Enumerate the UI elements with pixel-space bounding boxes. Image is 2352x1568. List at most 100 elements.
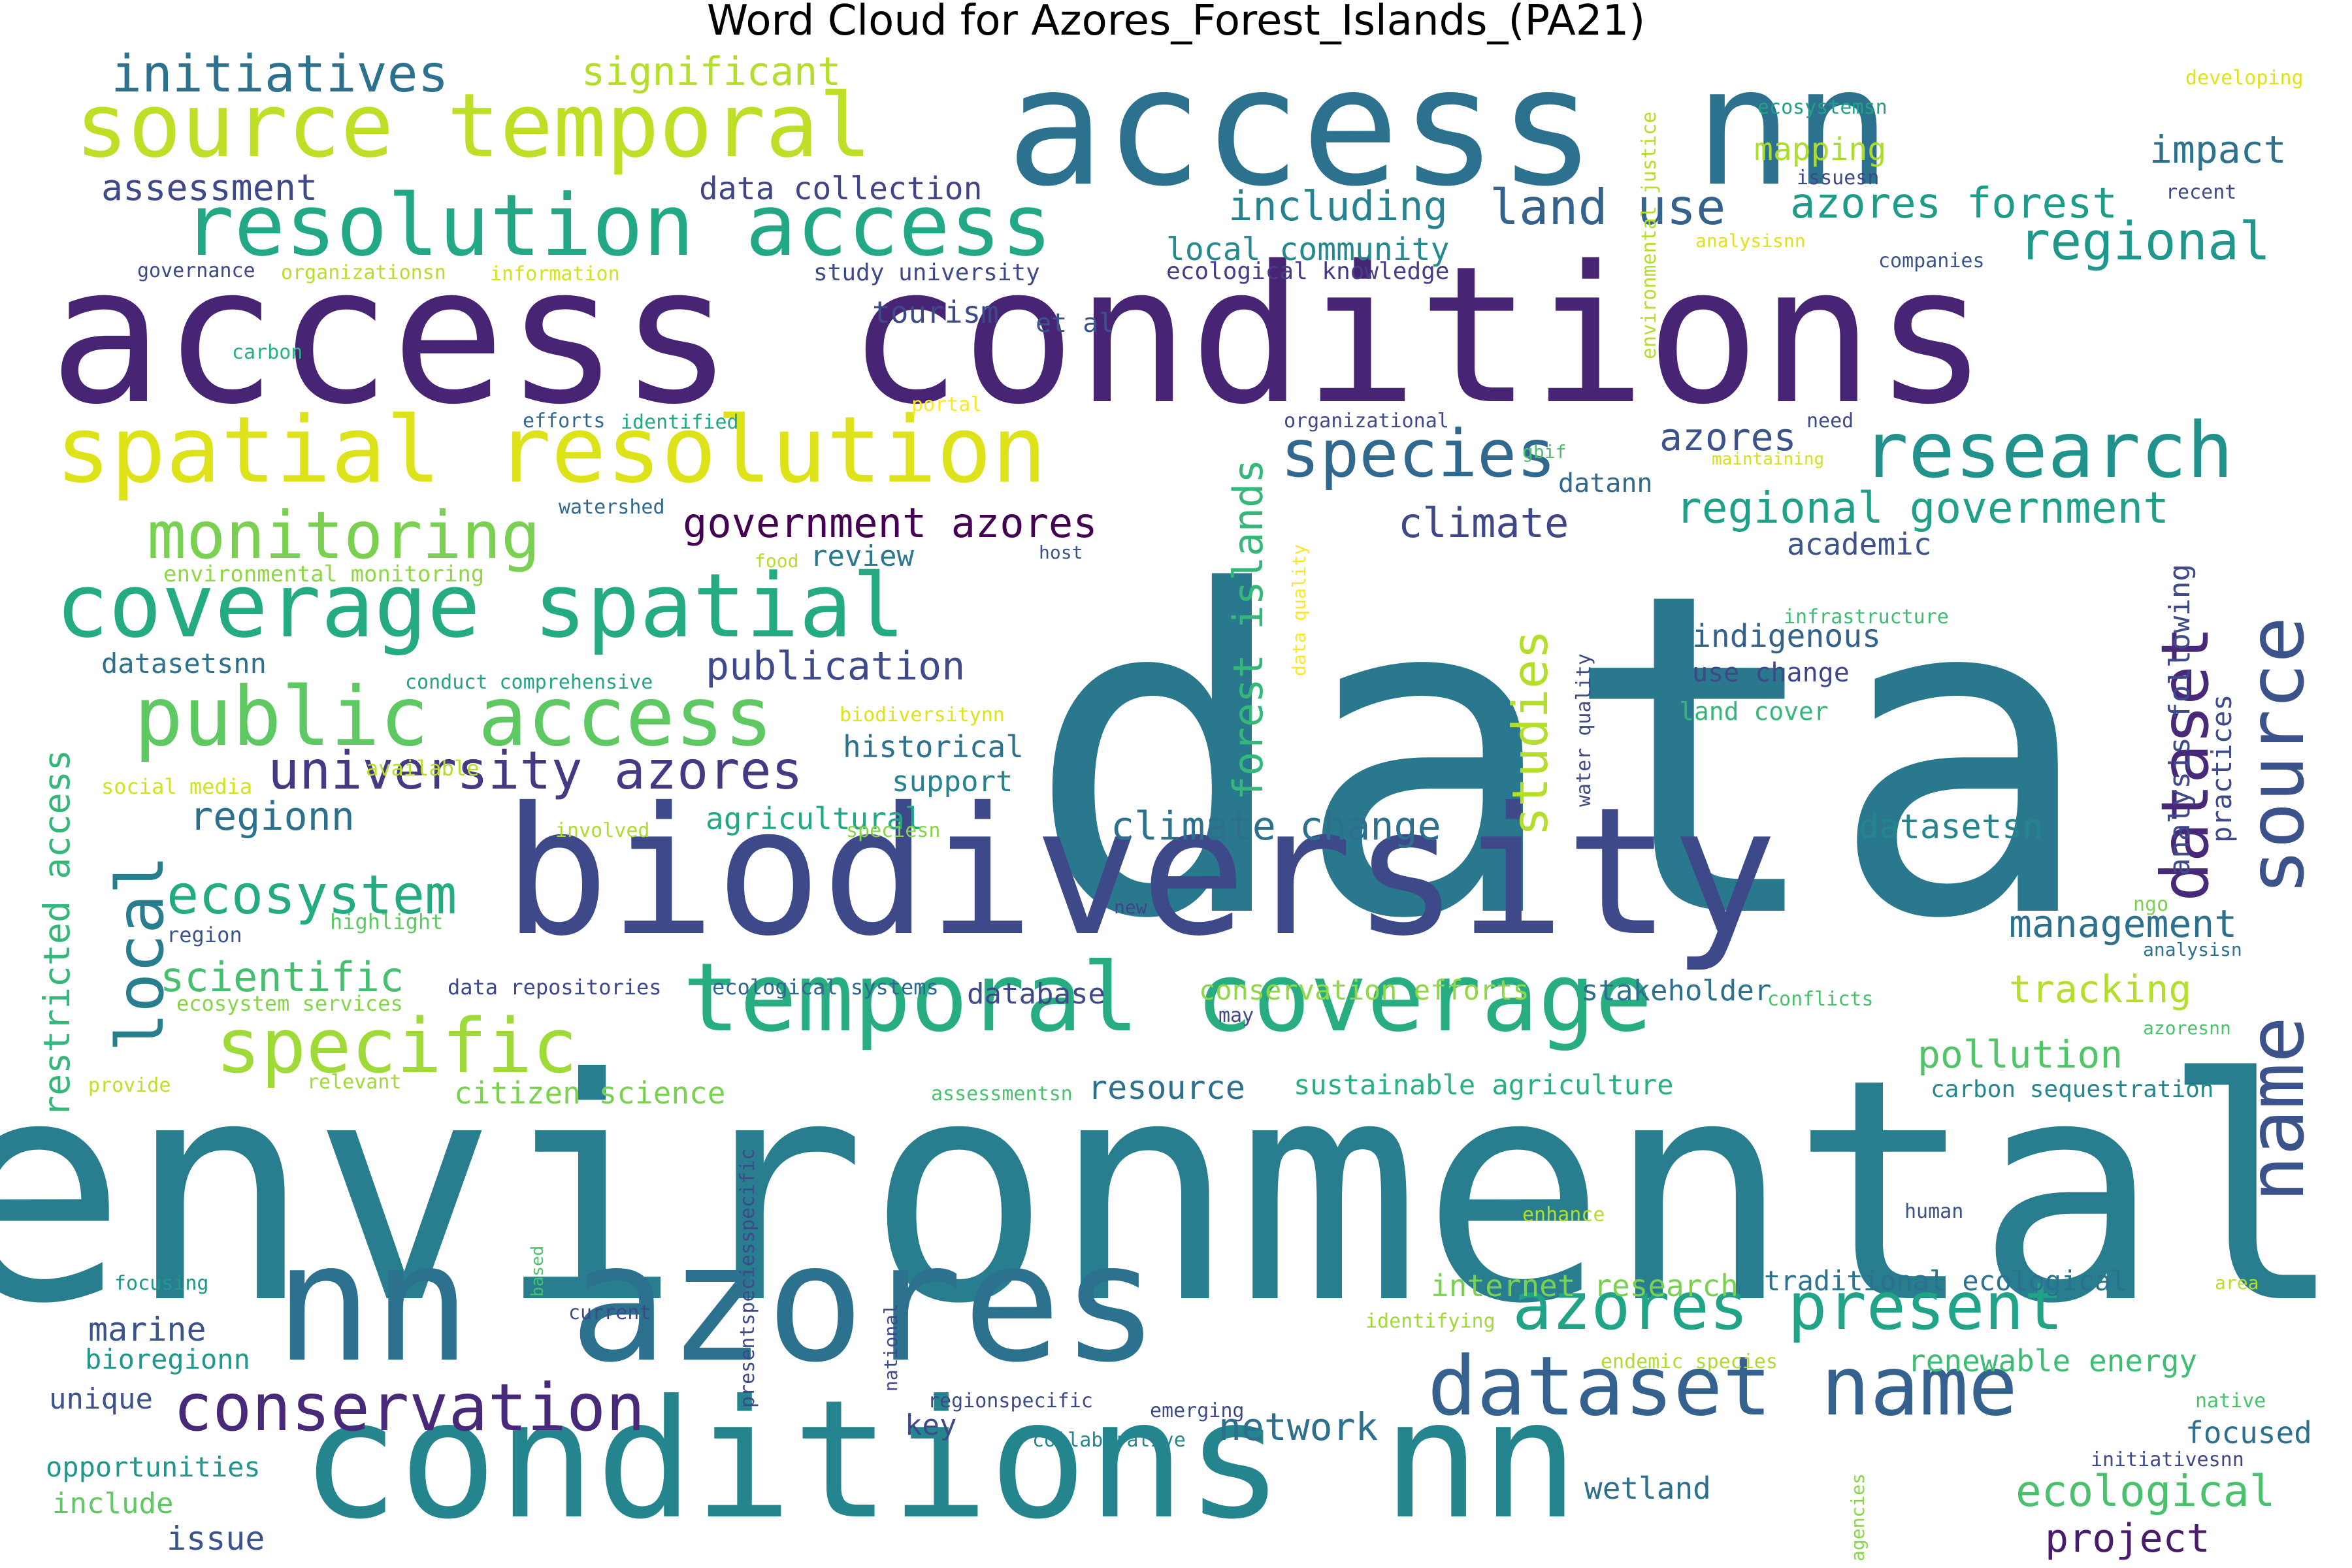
word-current: current	[568, 1301, 651, 1324]
word-traditional-ecological: traditional ecological	[1764, 1265, 2128, 1297]
word-area: area	[2215, 1272, 2259, 1294]
word-regionn: regionn	[189, 794, 355, 840]
word-government-azores: government azores	[683, 499, 1098, 547]
word-available: available	[366, 756, 480, 781]
word-involved: involved	[555, 819, 650, 842]
word-focused: focused	[2185, 1415, 2312, 1450]
word-stakeholder: stakeholder	[1581, 974, 1772, 1007]
word-identifying: identifying	[1365, 1310, 1495, 1333]
word-data-quality: data quality	[1288, 544, 1310, 676]
word-coverage-spatial: coverage spatial	[56, 555, 906, 657]
word-study-university: study university	[813, 259, 1040, 286]
word-environmental: environmental	[0, 1013, 2345, 1371]
word-conditions-nn: conditions nn	[301, 1365, 1579, 1555]
word-may: may	[1218, 1004, 1254, 1027]
word-tourism: tourism	[872, 295, 999, 330]
word-source: source	[2231, 616, 2321, 895]
word-datann: datann	[1558, 468, 1653, 498]
word-unique: unique	[49, 1382, 153, 1416]
word-biodiversitynn: biodiversitynn	[840, 704, 1005, 727]
word-analysisnn: analysisnn	[1695, 230, 1806, 252]
word-bioregionn: bioregionn	[85, 1343, 250, 1375]
word-highlight: highlight	[330, 909, 444, 934]
word-analysisn: analysisn	[2143, 939, 2242, 960]
word-project: project	[2045, 1516, 2210, 1561]
word-dataset-name: dataset name	[1428, 1339, 2018, 1434]
word-key: key	[905, 1409, 957, 1442]
word-companies: companies	[1878, 250, 1985, 272]
word-review: review	[810, 540, 914, 573]
word-issuesn: issuesn	[1797, 167, 1880, 189]
word-region: region	[167, 923, 242, 947]
word-organizationsn: organizationsn	[281, 261, 446, 284]
word-environmental-justice: environmental justice	[1638, 111, 1661, 359]
word-sustainable-agriculture: sustainable agriculture	[1294, 1069, 1674, 1101]
word-azoresnn: azoresnn	[2143, 1017, 2231, 1039]
word-source-temporal: source temporal	[75, 74, 872, 177]
word-restricted-access: restricted access	[36, 749, 78, 1117]
word-access-nn: access nn	[1006, 32, 1891, 222]
word-climate-change: climate change	[1111, 804, 1441, 849]
word-database: database	[967, 977, 1105, 1011]
word-practices: practices	[2206, 694, 2238, 843]
word-ecosystem-services: ecosystem services	[176, 991, 403, 1016]
figure-title: Word Cloud for Azores_Forest_Islands_(PA…	[706, 0, 1646, 45]
word-access-conditions: access conditions	[49, 226, 1989, 446]
word-relevant: relevant	[307, 1071, 402, 1094]
word-azores-present: azores present	[1512, 1268, 2063, 1345]
word-ecological-knowledge: ecological knowledge	[1166, 258, 1450, 285]
word-maintaining: maintaining	[1712, 449, 1825, 469]
word-regional-government: regional government	[1676, 483, 2169, 533]
word-cloud: data environmental access conditions access…	[0, 46, 2352, 1568]
word-initiatives: initiatives	[111, 45, 449, 104]
word-ecosystem: ecosystem	[167, 864, 457, 926]
word-azores-forest: azores forest	[1790, 180, 2117, 228]
word-mapping: mapping	[1754, 131, 1887, 168]
word-human: human	[1904, 1200, 1964, 1223]
word-academic: academic	[1787, 527, 1932, 562]
word-pollution: pollution	[1918, 1032, 2123, 1077]
word-data-repositories: data repositories	[448, 975, 662, 1000]
word-historical: historical	[843, 729, 1024, 764]
word-national: national	[880, 1303, 902, 1392]
word-temporal-coverage: temporal coverage	[683, 943, 1653, 1053]
word-land-use: land use	[1490, 178, 1726, 236]
word-ecological: ecological	[2016, 1466, 2276, 1516]
word-organizational: organizational	[1284, 410, 1449, 433]
word-climate: climate	[1398, 499, 1569, 547]
word-initiativesnn: initiativesnn	[2091, 1448, 2244, 1471]
word-data-collection: data collection	[699, 171, 983, 207]
word-azores: azores	[1659, 415, 1797, 459]
word-water-quality: water quality	[1573, 653, 1595, 807]
word-research: research	[1862, 405, 2234, 495]
word-conduct-comprehensive: conduct comprehensive	[405, 671, 653, 694]
word-information: information	[490, 263, 620, 286]
word-datasetsn: datasetsn	[1859, 808, 2043, 847]
word-identified: identified	[621, 411, 739, 434]
word-ngo: ngo	[2133, 893, 2169, 916]
word-species: species	[1281, 416, 1556, 492]
word-publication: publication	[706, 644, 966, 689]
word-impact: impact	[2149, 127, 2287, 172]
word-network: network	[1218, 1405, 1379, 1449]
word-land-cover: land cover	[1679, 697, 1829, 726]
word-citizen-science: citizen science	[454, 1075, 726, 1111]
word-university-azores: university azores	[268, 740, 803, 801]
word-studies: studies	[1501, 629, 1559, 836]
word-tracking: tracking	[2009, 967, 2192, 1011]
word-name: name	[2231, 1016, 2321, 1202]
word-new: new	[1114, 896, 1147, 918]
word-support: support	[892, 765, 1013, 798]
word-provide: provide	[88, 1074, 171, 1097]
word-regional: regional	[2019, 211, 2271, 272]
word-food: food	[755, 550, 799, 572]
word-recent: recent	[2166, 181, 2237, 204]
word-data: data	[1026, 499, 2096, 1016]
word-efforts: efforts	[523, 410, 606, 433]
word-assessmentsn: assessmentsn	[931, 1083, 1073, 1105]
word-et-al: et al	[1036, 308, 1115, 338]
word-spatial-resolution: spatial resolution	[56, 397, 1047, 504]
word-conflicts: conflicts	[1767, 988, 1874, 1011]
word-analysis-following: analysis following	[2163, 564, 2197, 875]
word-carbon-sequestration: carbon sequestration	[1931, 1076, 2214, 1103]
